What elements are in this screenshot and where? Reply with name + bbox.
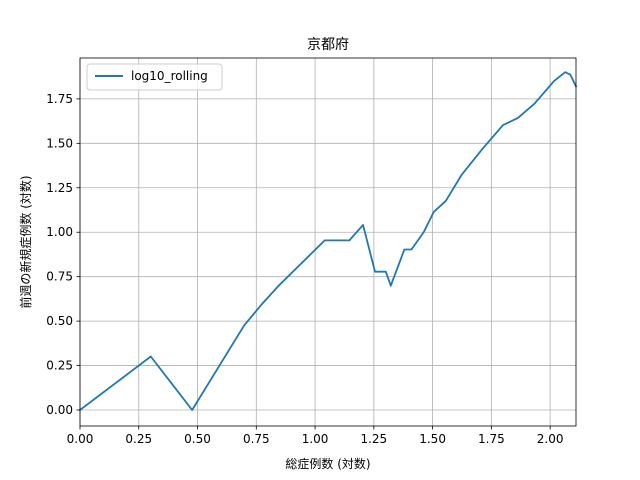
x-tick-label: 0.75 — [243, 432, 270, 446]
series-layer — [78, 71, 578, 412]
y-tick-label: 0.25 — [46, 359, 73, 373]
y-tick-label: 0.50 — [46, 314, 73, 328]
y-tick-label: 1.00 — [46, 225, 73, 239]
x-tick-label: 1.00 — [302, 432, 329, 446]
y-tick-label: 1.25 — [46, 181, 73, 195]
y-tick-label: 1.75 — [46, 92, 73, 106]
plot-frame — [79, 57, 577, 427]
y-tick-label: 1.50 — [46, 136, 73, 150]
x-axis-ticks: 0.00 0.25 0.50 0.75 1.00 1.25 1.50 1.75 2.00 — [67, 426, 564, 446]
y-tick-label: 0.75 — [46, 270, 73, 284]
grid — [79, 58, 576, 426]
x-tick-label: 1.25 — [360, 432, 387, 446]
series-line-log10-rolling — [78, 71, 578, 412]
legend: log10_rolling — [86, 63, 223, 91]
y-axis-ticks: 0.00 0.25 0.50 0.75 1.00 1.25 1.50 1.75 — [46, 92, 80, 417]
x-tick-label: 0.25 — [125, 432, 152, 446]
x-tick-label: 1.50 — [419, 432, 446, 446]
legend-label: log10_rolling — [131, 69, 208, 83]
x-axis-label: 総症例数 (対数) — [285, 456, 370, 471]
chart-title: 京都府 — [307, 37, 349, 53]
y-axis-label: 前週の新規症例数 (対数) — [18, 175, 33, 308]
x-tick-label: 0.00 — [67, 432, 94, 446]
y-tick-label: 0.00 — [46, 403, 73, 417]
x-tick-label: 2.00 — [537, 432, 564, 446]
x-tick-label: 1.75 — [478, 432, 505, 446]
x-tick-label: 0.50 — [184, 432, 211, 446]
legend-box — [86, 63, 223, 91]
